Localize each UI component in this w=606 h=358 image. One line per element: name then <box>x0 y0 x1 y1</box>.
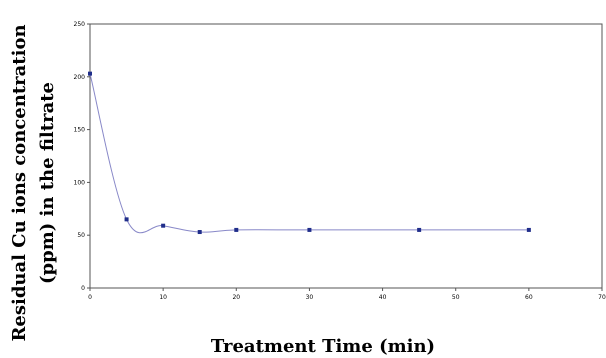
x-tick-label: 70 <box>598 294 606 301</box>
x-tick-label: 40 <box>379 294 387 301</box>
plot-area: 0 10 20 30 40 50 60 70 0 50 100 150 200 250 <box>74 21 606 301</box>
data-marks <box>88 71 531 235</box>
x-tick-label: 20 <box>232 294 240 301</box>
data-point <box>161 223 166 228</box>
data-point <box>124 217 129 222</box>
plot-frame <box>89 23 603 289</box>
x-tick-label: 10 <box>159 294 167 301</box>
data-point <box>234 227 239 232</box>
x-tick-label: 60 <box>525 294 533 301</box>
series-line <box>89 73 529 234</box>
y-tick-label: 250 <box>74 21 86 28</box>
y-tick-label: 200 <box>74 74 86 81</box>
y-tick-label: 0 <box>81 285 85 292</box>
y-axis-title-line2: (ppm) in the filtrate <box>37 82 58 284</box>
y-tick-label: 50 <box>77 232 85 239</box>
data-point <box>417 227 422 232</box>
y-axis-title-line1: Residual Cu ions concentration <box>9 24 30 341</box>
data-point <box>526 227 531 232</box>
x-tick-label: 50 <box>452 294 460 301</box>
x-axis-title: Treatment Time (min) <box>211 336 435 357</box>
y-tick-label: 100 <box>74 179 86 186</box>
x-tick-label: 0 <box>88 294 92 301</box>
data-point <box>307 227 312 232</box>
data-point <box>88 71 92 76</box>
y-tick-label: 150 <box>74 127 86 134</box>
x-tick-label: 30 <box>306 294 314 301</box>
data-point <box>197 230 202 235</box>
